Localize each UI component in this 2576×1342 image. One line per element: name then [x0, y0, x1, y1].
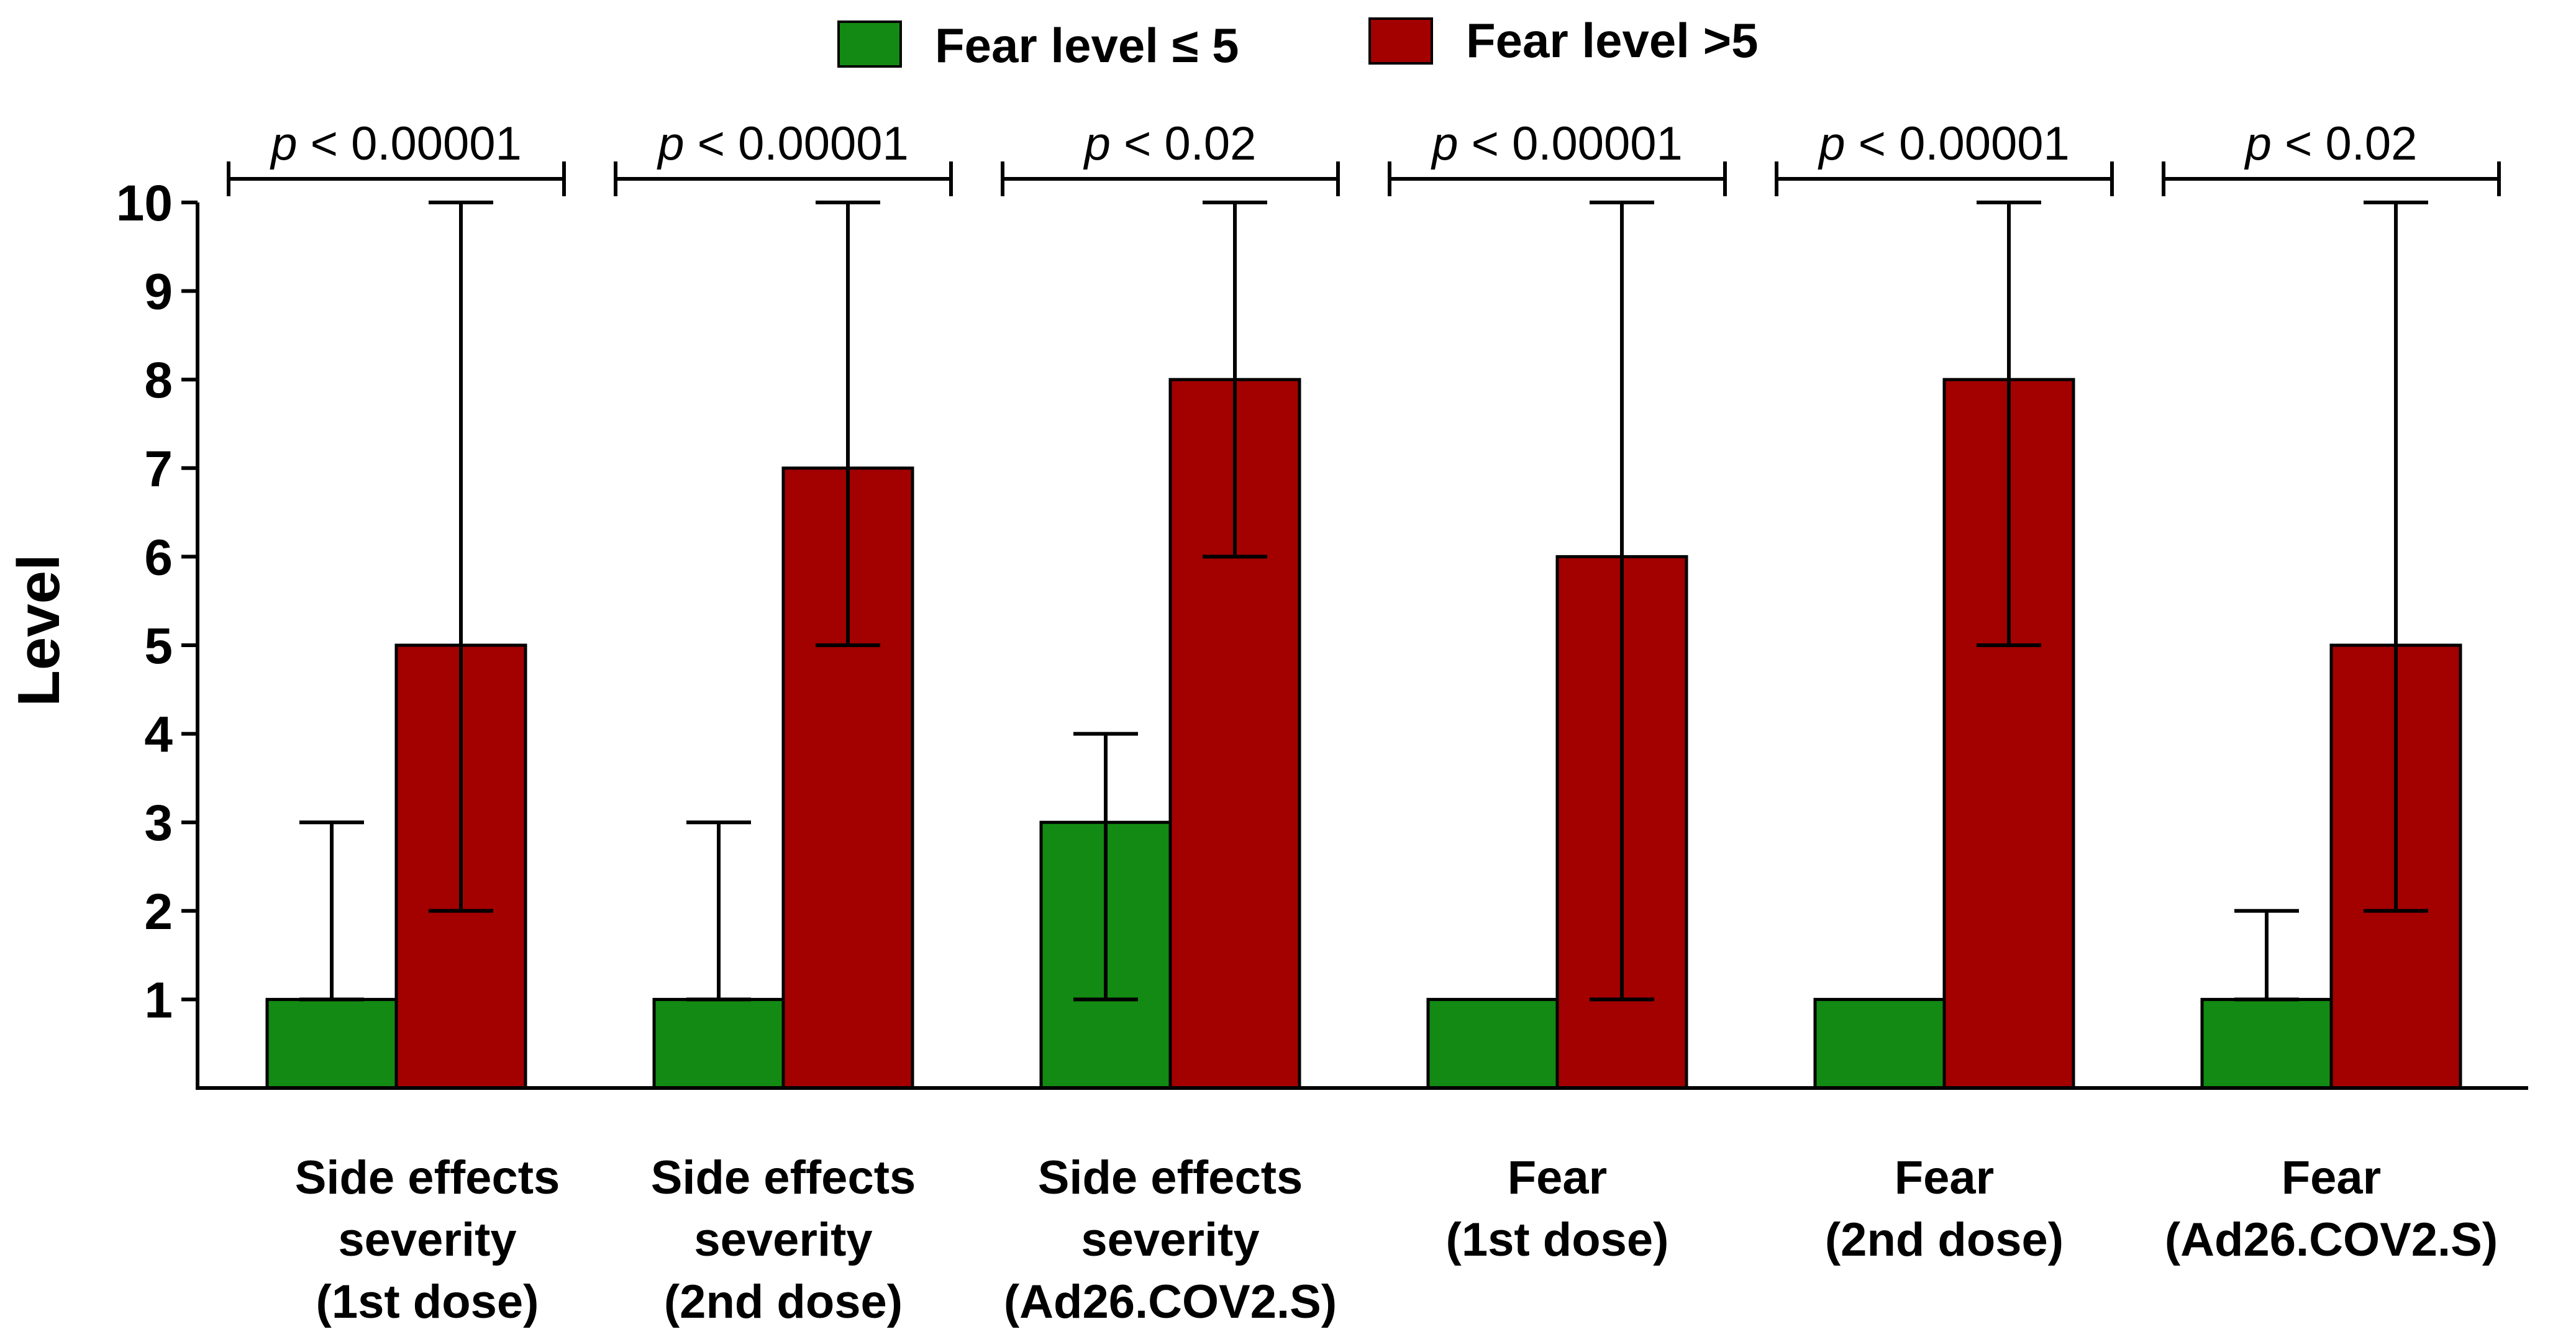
p-value-label: p < 0.00001	[657, 117, 909, 170]
p-value-label: p < 0.02	[2244, 117, 2418, 170]
category-label: (1st dose)	[316, 1276, 539, 1328]
bar-fear-low	[652, 997, 785, 1090]
category-label: (2nd dose)	[1825, 1213, 2064, 1266]
legend-swatch-fear-low	[837, 20, 902, 68]
category-label: severity	[694, 1213, 872, 1266]
p-value-label: p < 0.00001	[270, 117, 522, 170]
category-label: (2nd dose)	[664, 1276, 903, 1328]
p-value-label: p < 0.00001	[1818, 117, 2070, 170]
y-tick-label: 1	[144, 972, 173, 1028]
y-tick-label: 4	[144, 707, 173, 763]
y-tick-label: 2	[144, 884, 173, 940]
legend: Fear level ≤ 5 Fear level >5	[837, 13, 1759, 73]
y-axis-label: Level	[6, 554, 72, 706]
category-label: (Ad26.COV2.S)	[1004, 1276, 1337, 1328]
y-tick-label: 8	[144, 352, 173, 409]
category-label: Fear	[1508, 1151, 1608, 1204]
p-value-label: p < 0.00001	[1431, 117, 1683, 170]
y-tick-label: 10	[116, 175, 173, 232]
category-label: Side effects	[651, 1151, 916, 1204]
y-tick-label: 9	[144, 264, 173, 320]
bar-fear-low	[1813, 997, 1946, 1090]
bar-fear-low	[265, 997, 398, 1090]
legend-label-fear-low: Fear level ≤ 5	[935, 18, 1239, 73]
y-tick-label: 6	[144, 529, 173, 586]
category-label: Fear	[2282, 1151, 2382, 1204]
category-label: Side effects	[1038, 1151, 1303, 1204]
category-label: severity	[338, 1213, 516, 1266]
category-label: Fear	[1895, 1151, 1995, 1204]
y-tick-label: 3	[144, 795, 173, 851]
plot-area: 1 2 3 4 5 6 7 8 9 10 p < 0.00001 Side effects severi…	[116, 117, 2528, 1328]
p-value-label: p < 0.02	[1083, 117, 1257, 170]
y-tick-label: 7	[144, 441, 173, 497]
legend-label-fear-high: Fear level >5	[1466, 13, 1759, 68]
legend-swatch-fear-high	[1368, 17, 1433, 65]
bar-fear-low	[2200, 997, 2333, 1090]
category-label: (Ad26.COV2.S)	[2165, 1213, 2498, 1266]
category-label: Side effects	[295, 1151, 560, 1204]
bar-fear-low	[1426, 997, 1559, 1090]
category-label: (1st dose)	[1446, 1213, 1669, 1266]
y-tick-label: 5	[144, 618, 173, 674]
category-label: severity	[1081, 1213, 1259, 1266]
